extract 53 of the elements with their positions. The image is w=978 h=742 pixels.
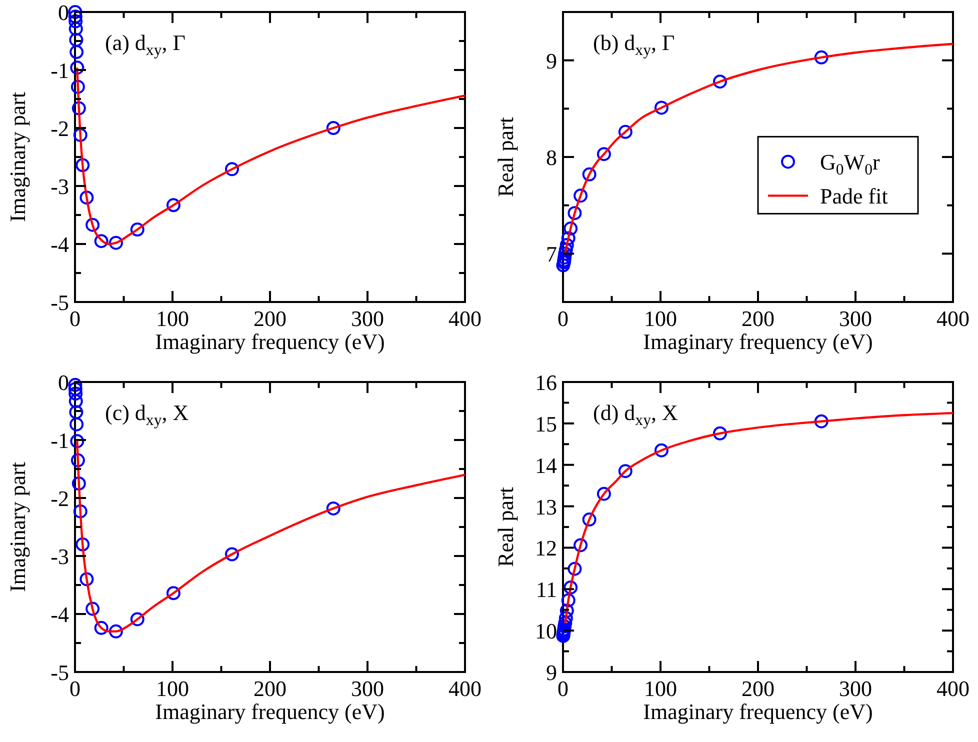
y-tick-label: 0 xyxy=(58,370,69,395)
y-axis-title: Real part xyxy=(493,116,518,198)
y-tick-label: 7 xyxy=(546,242,557,267)
y-tick-label: -5 xyxy=(50,290,69,315)
x-tick-label: 100 xyxy=(156,306,189,331)
y-tick-label: 14 xyxy=(535,452,557,478)
x-axis-title: Imaginary frequency (eV) xyxy=(155,329,385,354)
y-axis-title: Imaginary part xyxy=(5,92,30,222)
y-tick-label: -1 xyxy=(50,428,69,453)
x-tick-label: 300 xyxy=(351,306,384,331)
x-tick-label: 400 xyxy=(936,306,970,331)
x-tick-label: 200 xyxy=(254,306,286,331)
legend-label: G$_{0}$W$_{0}$r xyxy=(820,150,880,178)
x-tick-label: 200 xyxy=(742,676,774,701)
y-tick-label: 16 xyxy=(535,370,557,395)
y-tick-label: -4 xyxy=(50,232,69,257)
x-tick-label: 100 xyxy=(156,676,189,701)
x-tick-label: 200 xyxy=(742,306,774,331)
annotation: (a) d$_{xy}$, Γ xyxy=(105,30,186,59)
y-tick-label: 15 xyxy=(535,411,557,436)
y-tick-label: 9 xyxy=(546,48,557,74)
y-tick-label: -3 xyxy=(50,544,69,569)
x-tick-label: 200 xyxy=(254,676,286,701)
annotation: (c) d$_{xy}$, X xyxy=(105,400,189,429)
x-tick-label: 100 xyxy=(644,306,677,331)
x-tick-label: 400 xyxy=(448,306,482,331)
x-tick-label: 400 xyxy=(936,676,970,701)
y-tick-label: -1 xyxy=(50,58,69,83)
y-tick-label: 12 xyxy=(535,536,557,561)
y-tick-label: 8 xyxy=(546,145,557,170)
y-axis-title: Imaginary part xyxy=(5,462,30,592)
x-tick-label: 300 xyxy=(839,306,872,331)
y-tick-label: 11 xyxy=(536,577,557,602)
y-axis-title: Real part xyxy=(493,486,518,568)
y-tick-label: 13 xyxy=(535,494,557,520)
y-tick-label: 0 xyxy=(58,0,69,25)
annotation: (b) d$_{xy}$, Γ xyxy=(593,30,675,59)
y-tick-label: -3 xyxy=(50,174,69,199)
x-axis-title: Imaginary frequency (eV) xyxy=(155,699,385,724)
y-tick-label: -4 xyxy=(50,602,69,627)
x-axis-title: Imaginary frequency (eV) xyxy=(643,699,873,724)
y-tick-label: -5 xyxy=(50,660,69,685)
legend-label: Pade fit xyxy=(820,184,888,209)
annotation: (d) d$_{xy}$, X xyxy=(593,400,678,429)
y-tick-label: -2 xyxy=(50,486,69,511)
x-tick-label: 300 xyxy=(351,676,384,701)
x-tick-label: 400 xyxy=(448,676,482,701)
y-tick-label: -2 xyxy=(50,116,69,141)
y-tick-label: 9 xyxy=(546,660,557,685)
x-tick-label: 100 xyxy=(644,676,677,701)
x-axis-title: Imaginary frequency (eV) xyxy=(643,329,873,354)
y-tick-label: 10 xyxy=(535,618,557,644)
x-tick-label: 300 xyxy=(839,676,872,701)
